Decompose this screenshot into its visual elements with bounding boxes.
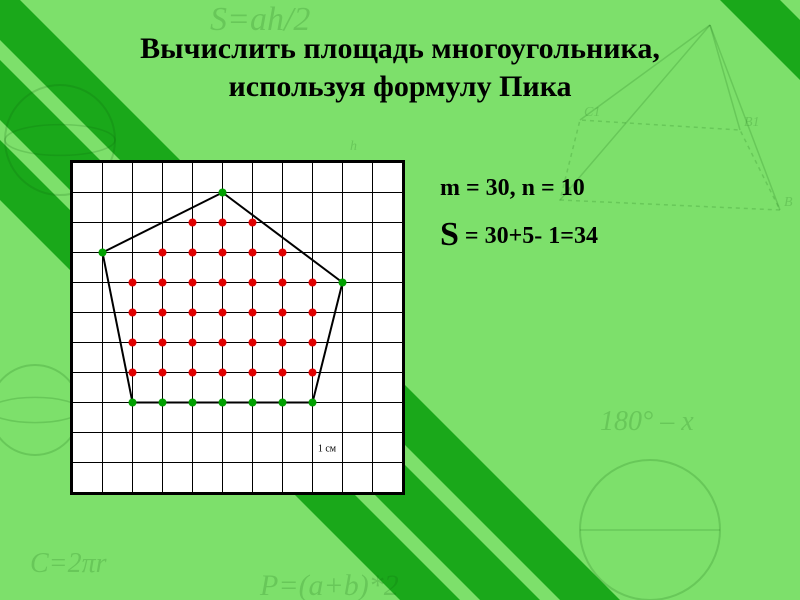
calc-result: S = 30+5- 1=34 xyxy=(440,216,598,254)
slide-content: Вычислить площадь многоугольника, исполь… xyxy=(0,0,800,600)
title-line1: Вычислить площадь многоугольника, xyxy=(140,32,660,65)
lattice-grid: 1 см xyxy=(70,160,405,495)
calc-expr: = 30+5- 1=34 xyxy=(459,223,598,249)
grid-svg: 1 см xyxy=(72,162,403,493)
title-line2: используя формулу Пика xyxy=(228,70,571,103)
svg-text:1 см: 1 см xyxy=(318,444,337,455)
calc-S: S xyxy=(440,216,459,253)
calculation-block: m = 30, n = 10 S = 30+5- 1=34 xyxy=(440,175,598,254)
calc-values: m = 30, n = 10 xyxy=(440,175,598,202)
slide-title: Вычислить площадь многоугольника, исполь… xyxy=(0,30,800,105)
